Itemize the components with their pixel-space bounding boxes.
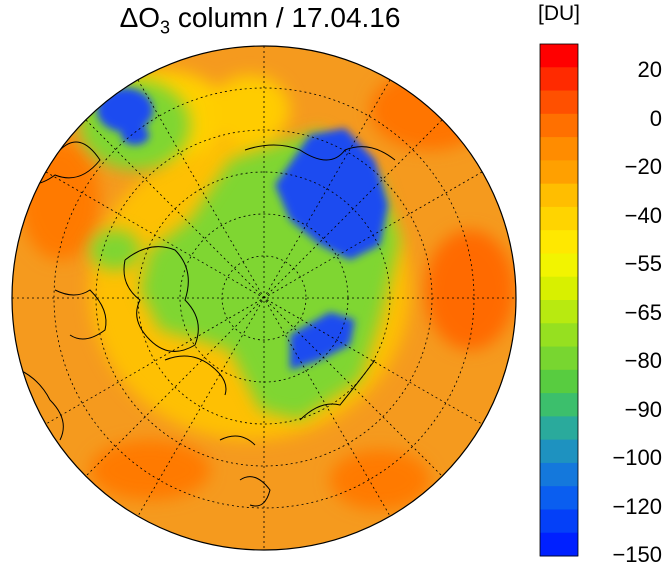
colorbar-swatch bbox=[540, 276, 578, 301]
colorbar-swatch bbox=[540, 113, 578, 138]
colorbar-swatch bbox=[540, 300, 578, 324]
colorbar-tick-label: −150 bbox=[612, 542, 662, 567]
colorbar-unit: [DU] bbox=[538, 2, 580, 25]
map-title: ΔO3 column / 17.04.16 bbox=[119, 2, 401, 38]
colorbar-swatch bbox=[540, 369, 578, 394]
graticule bbox=[12, 46, 516, 550]
colorbar-tick-label: −55 bbox=[624, 251, 662, 276]
colorbar-tick-label: −120 bbox=[612, 493, 662, 519]
colorbar-swatch bbox=[540, 253, 578, 278]
low-ozone-regions bbox=[97, 88, 388, 370]
ozone-field bbox=[12, 46, 516, 550]
map-border bbox=[11, 45, 517, 551]
colorbar-swatch bbox=[540, 323, 578, 348]
colorbar-swatch bbox=[540, 416, 578, 441]
colorbar-swatch bbox=[540, 439, 578, 464]
colorbar-swatch bbox=[540, 393, 578, 417]
colorbar-tick-label: 20 bbox=[637, 57, 662, 82]
colorbar-tick-label: −40 bbox=[624, 202, 662, 228]
colorbar-swatch bbox=[540, 532, 578, 557]
colorbar-tick-label: −80 bbox=[624, 348, 662, 373]
colorbar-tick-label: −90 bbox=[624, 396, 662, 422]
colorbar-swatch bbox=[540, 206, 578, 231]
colorbar-swatch bbox=[540, 160, 578, 185]
colorbar-swatch bbox=[540, 44, 578, 68]
colorbar-tick-label: −20 bbox=[624, 154, 662, 179]
colorbar-swatch bbox=[540, 509, 578, 534]
colorbar-swatch bbox=[540, 346, 578, 371]
colorbar-swatch bbox=[540, 462, 578, 487]
colorbar-swatch bbox=[540, 90, 578, 115]
colorbar-swatch bbox=[540, 230, 578, 254]
colorbar-swatch bbox=[540, 183, 578, 208]
colorbar-swatch bbox=[540, 67, 578, 92]
colorbar-swatch bbox=[540, 137, 578, 161]
colorbar-tick-label: −65 bbox=[624, 299, 662, 325]
colorbar-frame bbox=[539, 43, 579, 557]
colorbar-tick-label: 0 bbox=[649, 105, 662, 131]
colorbar-swatch bbox=[540, 486, 578, 510]
colorbar-tick-label: −100 bbox=[612, 445, 662, 470]
